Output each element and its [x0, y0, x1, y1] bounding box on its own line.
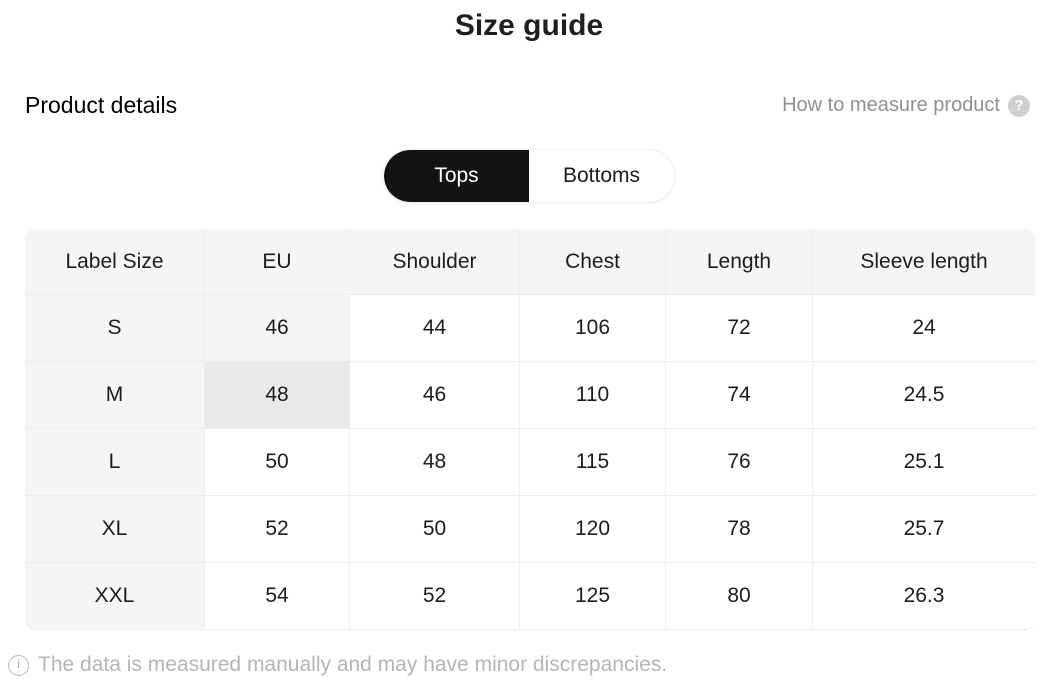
- col-header-chest: Chest: [520, 229, 666, 295]
- cell-sleeve-length: 25.7: [813, 496, 1035, 563]
- size-table: Label Size EU Shoulder Chest Length Slee…: [25, 229, 1035, 630]
- table-row-m: M 48 46 110 74 24.5: [25, 362, 1035, 429]
- page-title: Size guide: [454, 9, 604, 42]
- section-title: Product details: [25, 92, 178, 118]
- category-toggle: Tops Bottoms: [383, 149, 675, 203]
- cell-chest: 110: [520, 362, 666, 429]
- tab-bottoms[interactable]: Bottoms: [562, 164, 641, 187]
- cell-eu-highlighted: 48: [205, 362, 350, 429]
- cell-length: 74: [666, 362, 813, 429]
- cell-shoulder: 46: [350, 362, 520, 429]
- col-header-sleeve-length: Sleeve length: [813, 229, 1035, 295]
- footer-note: i The data is measured manually and may …: [8, 653, 1058, 677]
- cell-chest: 106: [520, 295, 666, 362]
- col-header-shoulder: Shoulder: [350, 229, 520, 295]
- cell-sleeve-length: 24.5: [813, 362, 1035, 429]
- table-row-s: S 46 44 106 72 24: [25, 295, 1035, 362]
- cell-eu: 52: [205, 496, 350, 563]
- cell-eu: 46: [205, 295, 350, 362]
- toggle-row: Tops Bottoms: [0, 149, 1058, 203]
- cell-length: 72: [666, 295, 813, 362]
- cell-length: 78: [666, 496, 813, 563]
- cell-length: 76: [666, 429, 813, 496]
- footer-note-text: The data is measured manually and may ha…: [38, 653, 668, 676]
- cell-sleeve-length: 25.1: [813, 429, 1035, 496]
- cell-size-label: M: [25, 362, 205, 429]
- cell-size-label: S: [25, 295, 205, 362]
- cell-sleeve-length: 26.3: [813, 563, 1035, 630]
- cell-shoulder: 52: [350, 563, 520, 630]
- cell-size-label: L: [25, 429, 205, 496]
- cell-length: 80: [666, 563, 813, 630]
- cell-chest: 125: [520, 563, 666, 630]
- cell-shoulder: 44: [350, 295, 520, 362]
- col-header-eu: EU: [205, 229, 350, 295]
- table-row-xl: XL 52 50 120 78 25.7: [25, 496, 1035, 563]
- table-header-row: Label Size EU Shoulder Chest Length Slee…: [25, 229, 1035, 295]
- cell-shoulder: 50: [350, 496, 520, 563]
- col-header-label-size: Label Size: [25, 229, 205, 295]
- cell-eu: 50: [205, 429, 350, 496]
- subheader: Product details How to measure product ?: [25, 92, 1030, 119]
- table-row-xxl: XXL 54 52 125 80 26.3: [25, 563, 1035, 630]
- tab-tops[interactable]: Tops: [384, 150, 529, 202]
- how-to-measure-link[interactable]: How to measure product ?: [782, 94, 1030, 117]
- cell-chest: 115: [520, 429, 666, 496]
- table-row-l: L 50 48 115 76 25.1: [25, 429, 1035, 496]
- col-header-length: Length: [666, 229, 813, 295]
- cell-sleeve-length: 24: [813, 295, 1035, 362]
- cell-size-label: XXL: [25, 563, 205, 630]
- cell-eu: 54: [205, 563, 350, 630]
- cell-size-label: XL: [25, 496, 205, 563]
- info-icon: i: [8, 654, 29, 676]
- how-to-measure-label: How to measure product: [782, 94, 1000, 116]
- question-mark-icon[interactable]: ?: [1008, 94, 1030, 117]
- cell-chest: 120: [520, 496, 666, 563]
- cell-shoulder: 48: [350, 429, 520, 496]
